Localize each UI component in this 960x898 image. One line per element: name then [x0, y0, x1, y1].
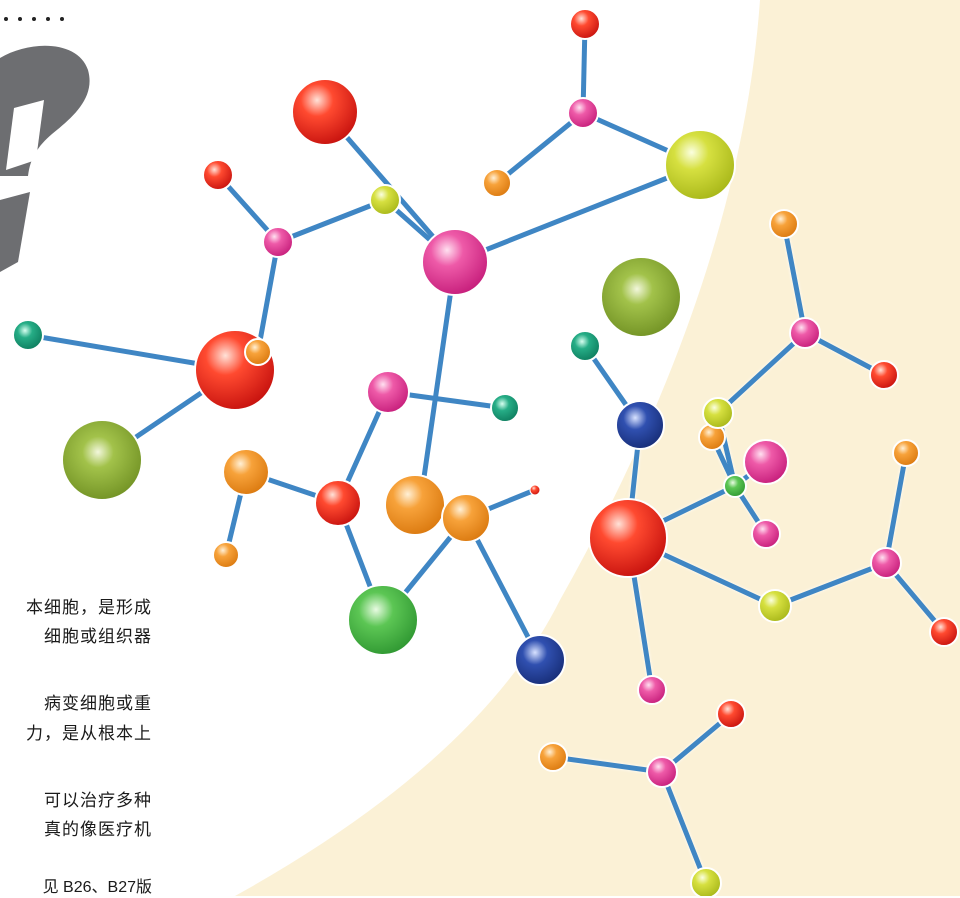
atom-red — [529, 484, 541, 496]
atom-teal — [12, 319, 44, 351]
atom-red — [869, 360, 899, 390]
atom-orange — [441, 493, 491, 543]
atom-orange — [538, 742, 568, 772]
atom-pink — [646, 756, 678, 788]
atom-olive — [61, 419, 143, 501]
text-line: 细胞或组织器 — [44, 627, 152, 647]
page-reference: 见 B26、B27版 — [42, 879, 152, 896]
text-line: 力，是从根本上 — [26, 724, 152, 744]
atom-orange — [222, 448, 270, 496]
atom-pink — [743, 439, 789, 485]
atom-orange — [482, 168, 512, 198]
atom-olive — [600, 256, 682, 338]
atom-orange — [244, 338, 272, 366]
atom-pink — [567, 97, 599, 129]
atom-pink — [870, 547, 902, 579]
atom-red — [588, 498, 668, 578]
atom-red — [569, 8, 601, 40]
atom-yellow-green — [664, 129, 736, 201]
atom-red — [929, 617, 959, 647]
atom-pink — [751, 519, 781, 549]
dotted-line — [4, 17, 64, 21]
text-line: 真的像医疗机 — [44, 820, 152, 840]
atom-pink — [789, 317, 821, 349]
atom-yellow-green — [702, 397, 734, 429]
atom-orange — [384, 474, 446, 536]
atom-teal — [569, 330, 601, 362]
atom-red — [314, 479, 362, 527]
atom-orange — [892, 439, 920, 467]
atom-pink — [262, 226, 294, 258]
atom-red — [716, 699, 746, 729]
atom-navy — [615, 400, 665, 450]
text-line: 本细胞，是形成 — [26, 598, 152, 618]
atom-orange — [212, 541, 240, 569]
atom-orange — [769, 209, 799, 239]
atom-pink — [637, 675, 667, 705]
atom-green — [723, 474, 747, 498]
atom-yellow-green — [690, 867, 722, 896]
atom-red — [202, 159, 234, 191]
atom-green — [347, 584, 419, 656]
atom-teal — [490, 393, 520, 423]
text-line: 病变细胞或重 — [44, 694, 152, 714]
atom-yellow-green — [758, 589, 792, 623]
text-line: 可以治疗多种 — [44, 791, 152, 811]
atoms — [12, 8, 959, 896]
question-mark-icon — [0, 45, 90, 272]
atom-pink — [421, 228, 489, 296]
atom-navy — [514, 634, 566, 686]
atom-pink — [366, 370, 410, 414]
atom-yellow-green — [369, 184, 401, 216]
atom-red — [291, 78, 359, 146]
